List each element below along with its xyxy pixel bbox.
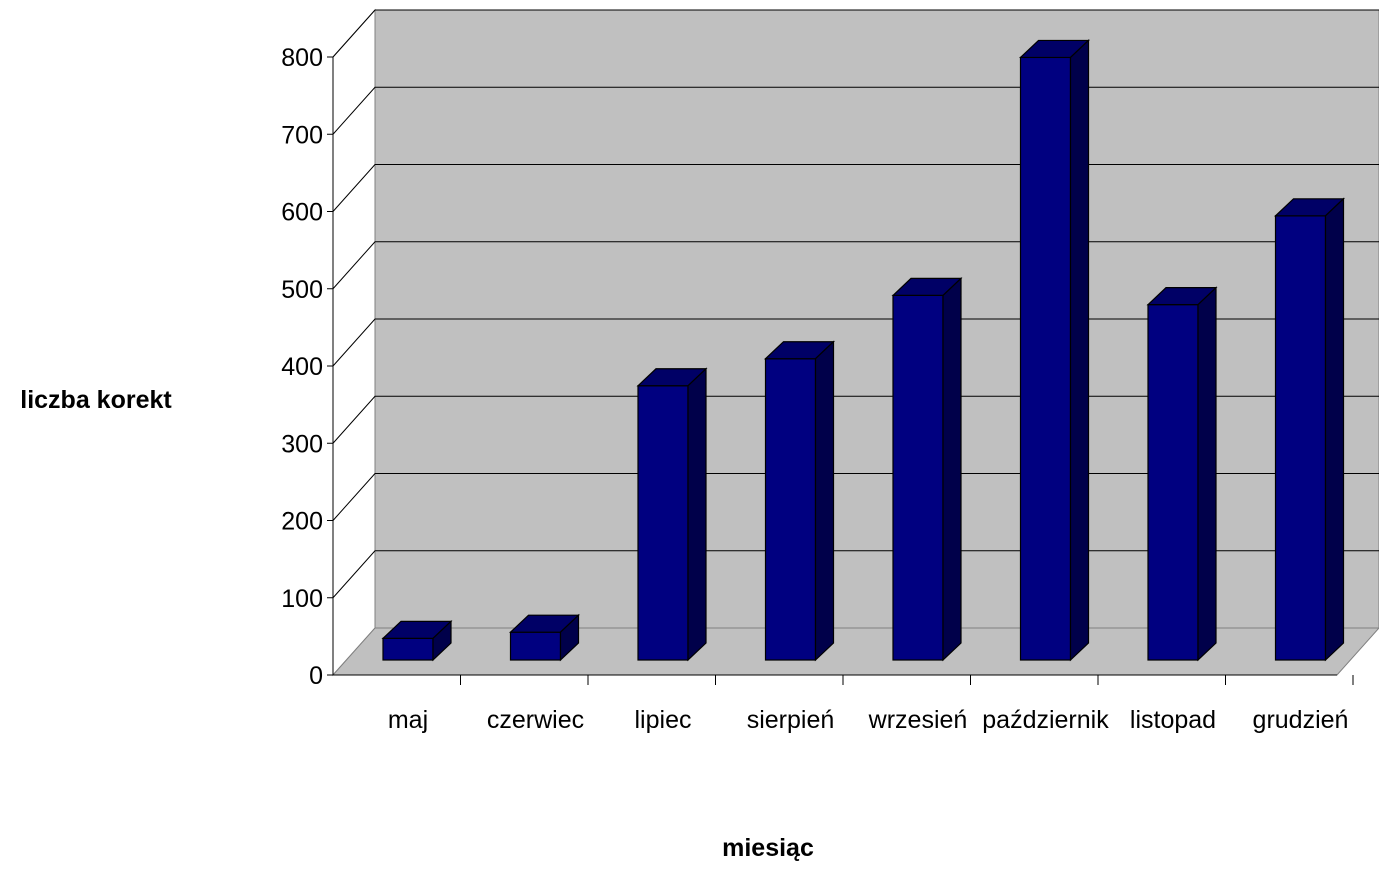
bar-side [1324, 197, 1345, 662]
axes [327, 56, 1354, 685]
bar [1146, 286, 1218, 662]
x-tick-label: sierpień [747, 706, 835, 734]
bar-front [1019, 56, 1072, 661]
bar-front [764, 358, 817, 661]
bar-side [432, 619, 452, 662]
bar-front [382, 637, 434, 661]
x-tick-label: maj [388, 706, 428, 734]
bar-side [942, 276, 962, 662]
x-tick-label: czerwiec [487, 706, 584, 734]
x-tick-label: lipiec [635, 706, 692, 734]
bar-front [637, 385, 689, 661]
bar [891, 276, 963, 662]
y-tick-label: 500 [281, 276, 323, 304]
y-tick-labels: 0 100 200 300 400 500 600 700 800 [281, 44, 323, 690]
bar [508, 613, 581, 662]
y-tick-label: 400 [281, 353, 323, 381]
bar-side [814, 340, 835, 662]
y-axis-title: liczba korekt [20, 386, 172, 414]
floor [331, 627, 1379, 676]
y-tick-label: 200 [281, 508, 323, 536]
bar-front [1274, 215, 1327, 661]
x-tick-labels: maj czerwiec lipiec sierpień wrzesień paździe… [388, 706, 1349, 734]
x-tick-label: grudzień [1253, 706, 1349, 734]
bar-front [892, 294, 944, 661]
chart-walls [331, 8, 1379, 677]
bar-side [1069, 39, 1090, 662]
bar-front [1147, 304, 1199, 661]
bar [763, 340, 836, 662]
bar-side [559, 613, 580, 662]
x-axis-title: miesiąc [722, 834, 814, 862]
y-tick-label: 300 [281, 430, 323, 458]
x-tick-label: listopad [1130, 706, 1216, 734]
bar-side [687, 367, 707, 662]
bar [1273, 197, 1346, 662]
x-tick-label: wrzesień [868, 706, 968, 734]
bar [636, 367, 708, 662]
bar [1018, 39, 1091, 662]
x-tick-label: październik [982, 706, 1109, 734]
y-tick-label: 0 [309, 662, 323, 690]
bar-front [509, 631, 562, 661]
y-tick-label: 700 [281, 121, 323, 149]
y-tick-label: 100 [281, 585, 323, 613]
y-tick-label: 800 [281, 44, 323, 72]
gridline [332, 9, 1379, 58]
bar-side [1197, 286, 1217, 662]
bars [381, 39, 1346, 662]
y-tick-label: 600 [281, 199, 323, 227]
bar [381, 619, 453, 662]
